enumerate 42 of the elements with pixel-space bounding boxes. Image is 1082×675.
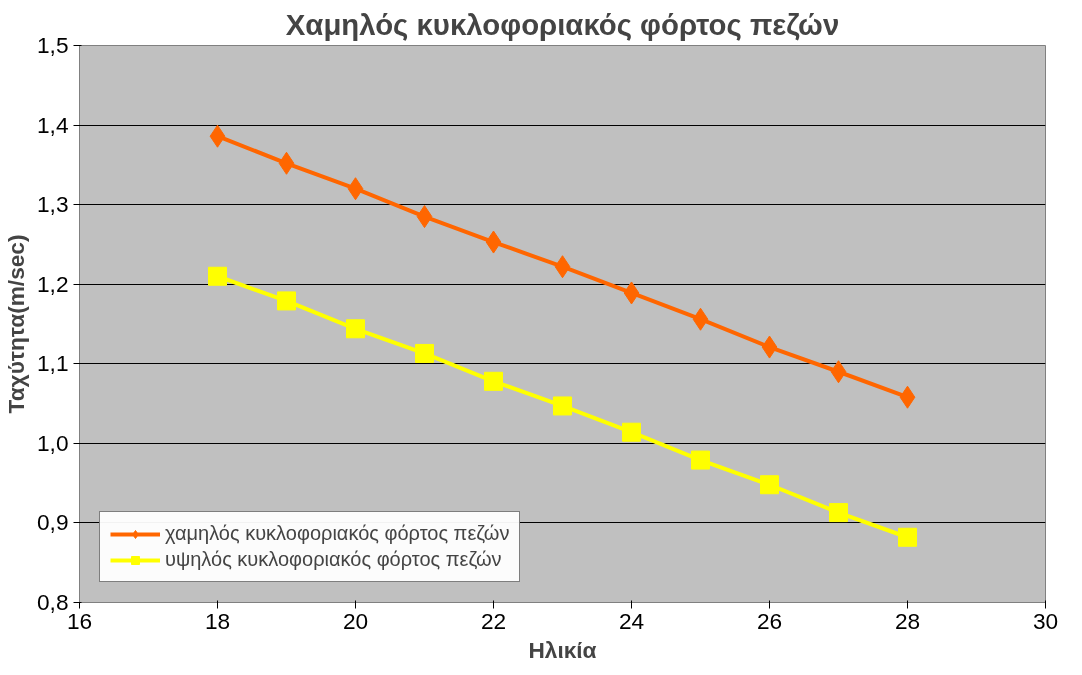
legend-label: χαμηλός κυκλοφοριακός φόρτος πεζών [165,522,510,545]
point [277,291,296,311]
point [484,371,503,391]
point [485,230,502,254]
y-tick-label: 1,5 [37,32,69,58]
legend-label: υψηλός κυκλοφοριακός φόρτος πεζών [165,548,502,571]
chart-title: Χαμηλός κυκλοφοριακός φόρτος πεζών [285,7,840,41]
point [761,335,778,359]
point [623,281,640,305]
y-tick-label: 0,9 [37,509,69,536]
x-tick-label: 22 [480,607,507,634]
point [622,422,641,442]
point [691,450,710,470]
point [554,255,571,279]
y-tick-label: 1,1 [37,350,69,377]
point [416,205,433,229]
y-axis-title: Ταχύτητα(m/sec) [3,234,29,414]
y-tick-label: 1,0 [37,429,69,456]
point [760,475,779,495]
x-tick-label: 20 [342,607,369,634]
point [347,177,364,201]
x-axis-title: Ηλικία [528,636,597,663]
point [899,385,916,409]
y-tick-label: 1,2 [37,270,69,297]
point [209,124,226,148]
point [278,151,295,175]
x-tick-label: 24 [618,607,645,634]
x-tick-label: 26 [756,607,783,634]
point [346,319,365,339]
y-tick-label: 0,8 [37,589,69,615]
x-tick-label: 28 [894,607,921,634]
x-tick-label: 18 [204,607,231,634]
x-tick-label: 30 [1032,607,1059,634]
point [829,503,848,523]
y-tick-label: 1,3 [37,191,69,218]
point [898,527,917,547]
point [830,360,847,384]
point [208,266,227,286]
point [415,343,434,363]
point [692,307,709,331]
y-tick-label: 1,4 [37,111,69,138]
point [553,396,572,416]
